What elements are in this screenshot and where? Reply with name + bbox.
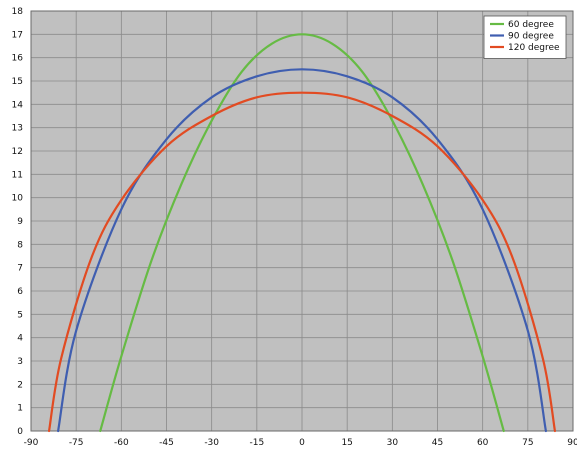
tick-labels: -90 -75 -60 -45 -30 -15 0 15 30 45 60 75 90012345678… [12,7,577,448]
x-tick-label: -30 [204,438,219,448]
y-tick-label: 2 [17,380,23,390]
y-tick-label: 15 [12,77,23,87]
legend-entry: 120 degree [508,43,560,53]
x-tick-label: 45 [432,438,443,448]
axes [30,10,574,432]
y-tick-label: 14 [12,100,24,110]
y-tick-label: 13 [12,124,23,134]
y-tick-label: 1 [17,404,23,414]
x-tick-label: -15 [249,438,264,448]
legend-entry: 60 degree [508,20,554,30]
series-line-1 [99,33,505,433]
x-tick-label: -90 [24,438,39,448]
x-tick-label: -45 [159,438,174,448]
y-tick-label: 8 [17,240,23,250]
y-tick-label: 4 [17,334,23,344]
y-tick-label: 6 [17,287,23,297]
y-tick-label: 16 [12,54,24,64]
x-tick-label: 60 [477,438,489,448]
legend-entry: 90 degree [508,32,554,42]
x-tick-label: 90 [567,438,577,448]
series-line-3 [47,91,557,433]
x-tick-label: 75 [522,438,533,448]
y-tick-label: 7 [17,264,23,274]
plot-border [30,10,574,432]
y-tick-label: 5 [17,310,23,320]
y-tick-label: 17 [12,30,23,40]
y-tick-label: 0 [17,427,23,437]
x-tick-label: 15 [341,438,352,448]
y-tick-label: 3 [17,357,23,367]
y-tick-label: 9 [17,217,23,227]
series-line-2 [57,68,547,433]
series-lines [47,33,557,433]
x-tick-label: -75 [69,438,84,448]
y-tick-label: 12 [12,147,23,157]
x-tick-label: -60 [114,438,129,448]
y-tick-label: 10 [12,194,24,204]
y-tick-label: 18 [12,7,24,17]
y-tick-label: 11 [12,170,23,180]
x-tick-label: 30 [387,438,399,448]
x-tick-label: 0 [299,438,305,448]
